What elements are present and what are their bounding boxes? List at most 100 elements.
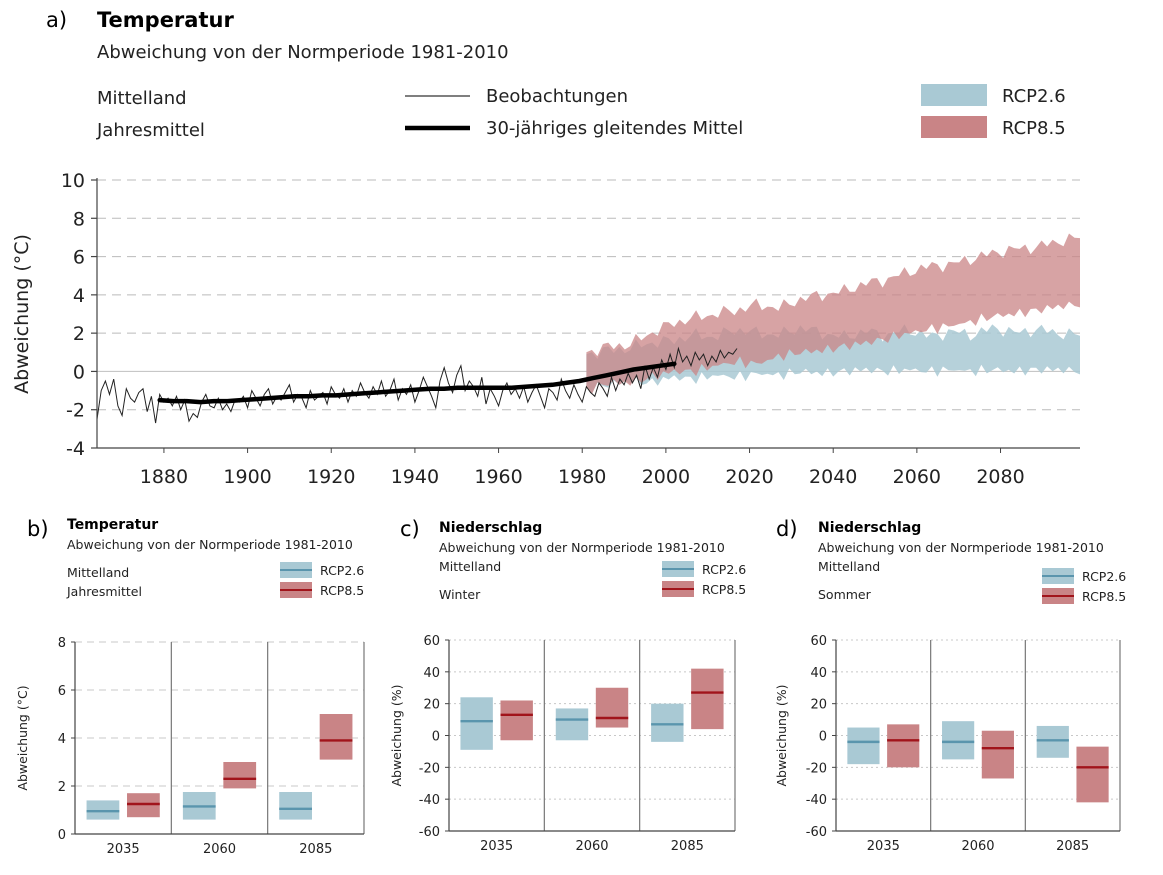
x-tick-label-b: 2060 xyxy=(203,842,236,857)
legend-label-rcp26-d: RCP2.6 xyxy=(1082,569,1126,584)
x-tick-label-d: 2085 xyxy=(1056,839,1089,854)
x-tick-label-a: 2000 xyxy=(642,466,690,488)
bar-rcp85-2035-d xyxy=(887,724,920,768)
bar-rcp85-2060-b xyxy=(223,762,257,789)
x-tick-label-a: 2060 xyxy=(893,466,941,488)
y-axis-label-d: Abweichung (%) xyxy=(774,684,789,786)
y-tick-label-a: 8 xyxy=(73,208,85,230)
y-tick-label-c: 40 xyxy=(423,666,440,681)
x-tick-label-a: 1940 xyxy=(391,466,439,488)
legend-label-rcp85-d: RCP8.5 xyxy=(1082,589,1126,604)
chart-title-b: Temperatur xyxy=(67,517,158,533)
panel-d: d) Niederschlag Abweichung von der Normper… xyxy=(774,517,1126,854)
y-tick-label-a: 0 xyxy=(73,361,85,383)
panel-b: b) Temperatur Abweichung von der Normperio… xyxy=(15,517,365,857)
chart-subtitle-d: Abweichung von der Normperiode 1981-2010 xyxy=(818,540,1104,555)
season-label-c: Winter xyxy=(439,587,481,602)
bar-rcp85-2085-c xyxy=(691,668,724,730)
x-tick-label-c: 2060 xyxy=(575,839,608,854)
x-tick-label-a: 2040 xyxy=(809,466,857,488)
region-label-b: Mittelland xyxy=(67,565,129,580)
bar-rcp26-2035-c xyxy=(460,697,493,750)
bar-rcp85-2035-c xyxy=(500,700,533,741)
region-label-c: Mittelland xyxy=(439,559,501,574)
panel-c: c) Niederschlag Abweichung von der Normper… xyxy=(389,517,746,854)
bar-rcp26-2085-d xyxy=(1036,725,1069,758)
season-label-d: Sommer xyxy=(818,587,872,602)
y-tick-label-a: -4 xyxy=(66,438,85,460)
chart-subtitle-c: Abweichung von der Normperiode 1981-2010 xyxy=(439,540,725,555)
legend-label-rcp85: RCP8.5 xyxy=(1002,118,1066,139)
legend-label-rcp85-b: RCP8.5 xyxy=(320,583,364,598)
bar-rcp26-2085-b xyxy=(279,792,312,820)
legend-label-mean: 30-jähriges gleitendes Mittel xyxy=(486,118,743,139)
x-tick-label-c: 2035 xyxy=(480,839,513,854)
bar-rcp26-2035-d xyxy=(847,727,880,765)
region-label-a: Mittelland xyxy=(97,88,187,109)
y-tick-label-c: 60 xyxy=(423,634,440,649)
panel-label-b: b) xyxy=(27,517,49,541)
y-tick-label-b: 0 xyxy=(58,828,66,843)
y-tick-label-a: 4 xyxy=(73,285,85,307)
rcp85-band-a xyxy=(586,233,1080,395)
season-label-a: Jahresmittel xyxy=(96,120,205,141)
x-tick-label-a: 2020 xyxy=(725,466,773,488)
y-tick-label-d: 20 xyxy=(810,698,827,713)
observations-line-a xyxy=(96,346,738,424)
legend-label-obs: Beobachtungen xyxy=(486,86,628,107)
legend-label-rcp26-b: RCP2.6 xyxy=(320,563,364,578)
chart-title-c: Niederschlag xyxy=(439,520,542,536)
moving-mean-line-a xyxy=(157,361,677,405)
y-tick-label-b: 8 xyxy=(58,636,66,651)
x-tick-label-a: 2080 xyxy=(976,466,1024,488)
bar-rcp85-2085-d xyxy=(1076,746,1109,803)
season-label-b: Jahresmittel xyxy=(66,584,142,599)
y-tick-label-a: 2 xyxy=(73,323,85,345)
y-tick-label-c: -20 xyxy=(419,761,440,776)
x-tick-label-a: 1880 xyxy=(140,466,188,488)
y-tick-label-d: 40 xyxy=(810,666,827,681)
y-axis-label-c: Abweichung (%) xyxy=(389,684,404,786)
legend-label-rcp85-c: RCP8.5 xyxy=(702,582,746,597)
legend-label-rcp26: RCP2.6 xyxy=(1002,86,1066,107)
x-tick-label-a: 1900 xyxy=(223,466,271,488)
y-tick-label-b: 2 xyxy=(58,780,66,795)
bar-rcp85-2060-d xyxy=(981,730,1014,779)
y-axis-label-b: Abweichung (°C) xyxy=(15,685,30,790)
region-label-d: Mittelland xyxy=(818,559,880,574)
x-tick-label-a: 1960 xyxy=(474,466,522,488)
chart-subtitle-b: Abweichung von der Normperiode 1981-2010 xyxy=(67,537,353,552)
y-tick-label-c: -40 xyxy=(419,793,440,808)
panel-label-d: d) xyxy=(776,517,798,541)
bar-rcp85-2060-c xyxy=(595,687,629,728)
bar-rcp26-2085-c xyxy=(651,703,684,742)
x-tick-label-d: 2035 xyxy=(867,839,900,854)
bar-rcp85-2085-b xyxy=(319,714,353,760)
x-tick-label-b: 2035 xyxy=(107,842,140,857)
chart-title-a: Temperatur xyxy=(97,8,234,32)
y-tick-label-a: 6 xyxy=(73,247,85,269)
panel-label-a: a) xyxy=(46,8,67,32)
legend-swatch-rcp26 xyxy=(921,84,987,106)
legend-label-rcp26-c: RCP2.6 xyxy=(702,562,746,577)
chart-subtitle-a: Abweichung von der Normperiode 1981-2010 xyxy=(97,42,509,63)
x-tick-label-d: 2060 xyxy=(961,839,994,854)
legend-swatch-rcp85 xyxy=(921,116,987,138)
y-axis-label-a: Abweichung (°C) xyxy=(11,234,33,394)
y-tick-label-c: -60 xyxy=(419,825,440,840)
panel-label-c: c) xyxy=(400,517,420,541)
panel-a: a) Temperatur Abweichung von der Normperio… xyxy=(11,8,1080,488)
y-tick-label-d: 60 xyxy=(810,634,827,649)
y-tick-label-d: -20 xyxy=(806,761,827,776)
chart-title-d: Niederschlag xyxy=(818,520,921,536)
x-tick-label-a: 1980 xyxy=(558,466,606,488)
y-tick-label-c: 20 xyxy=(423,698,440,713)
y-tick-label-d: -60 xyxy=(806,825,827,840)
y-tick-label-a: -2 xyxy=(66,400,85,422)
bar-rcp26-2060-d xyxy=(942,721,975,760)
y-tick-label-c: 0 xyxy=(432,730,440,745)
y-tick-label-a: 10 xyxy=(61,170,85,192)
y-tick-label-b: 6 xyxy=(58,684,66,699)
y-tick-label-d: 0 xyxy=(819,730,827,745)
